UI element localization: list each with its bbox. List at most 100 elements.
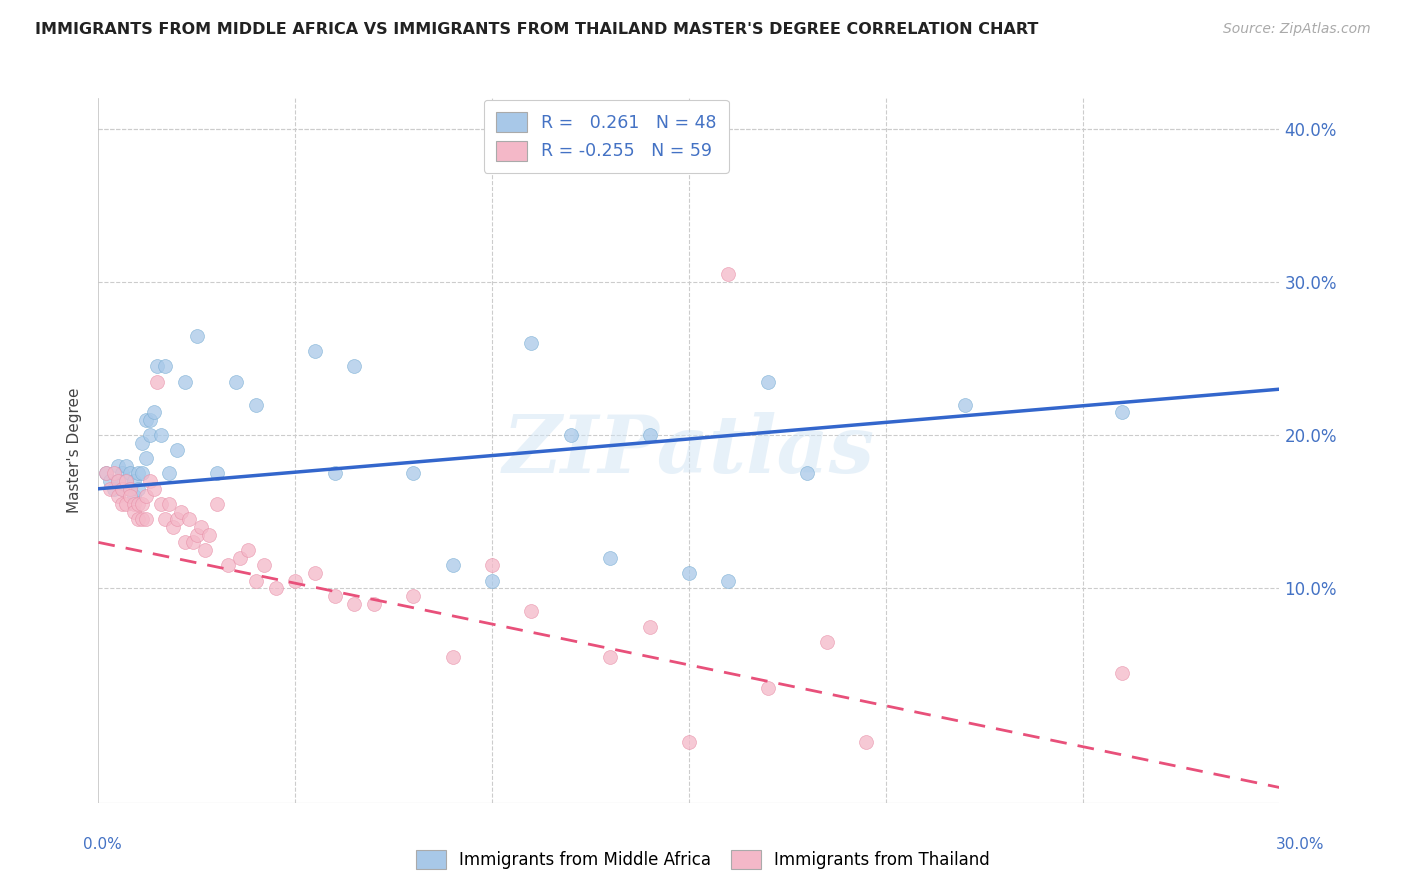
Point	[157, 467, 180, 481]
Point	[155, 359, 177, 374]
Point	[166, 512, 188, 526]
Point	[194, 543, 217, 558]
Point	[205, 467, 228, 481]
Point	[402, 467, 425, 481]
Point	[127, 482, 149, 496]
Point	[953, 397, 976, 411]
Point	[142, 405, 165, 419]
Point	[481, 574, 503, 588]
Point	[135, 451, 157, 466]
Point	[264, 582, 287, 596]
Point	[441, 650, 464, 665]
Point	[343, 597, 366, 611]
Point	[142, 482, 165, 496]
Point	[190, 520, 212, 534]
Point	[127, 497, 149, 511]
Point	[111, 482, 134, 496]
Point	[186, 527, 208, 541]
Point	[205, 497, 228, 511]
Point	[197, 527, 219, 541]
Point	[107, 458, 129, 473]
Point	[138, 413, 160, 427]
Point	[135, 512, 157, 526]
Point	[118, 482, 141, 496]
Point	[181, 535, 204, 549]
Point	[111, 497, 134, 511]
Y-axis label: Master's Degree: Master's Degree	[67, 388, 83, 513]
Point	[225, 375, 247, 389]
Point	[217, 558, 239, 573]
Point	[560, 428, 582, 442]
Point	[599, 550, 621, 565]
Point	[599, 650, 621, 665]
Point	[717, 574, 740, 588]
Point	[756, 681, 779, 695]
Point	[150, 497, 173, 511]
Point	[146, 359, 169, 374]
Point	[122, 497, 145, 511]
Point	[245, 397, 267, 411]
Point	[96, 467, 118, 481]
Point	[678, 566, 700, 580]
Point	[150, 428, 173, 442]
Text: Source: ZipAtlas.com: Source: ZipAtlas.com	[1223, 22, 1371, 37]
Point	[186, 328, 208, 343]
Legend: R =   0.261   N = 48, R = -0.255   N = 59: R = 0.261 N = 48, R = -0.255 N = 59	[484, 100, 728, 173]
Point	[115, 497, 138, 511]
Point	[98, 474, 121, 488]
Point	[96, 467, 118, 481]
Point	[115, 474, 138, 488]
Point	[111, 482, 134, 496]
Point	[304, 343, 326, 358]
Point	[678, 734, 700, 748]
Point	[131, 497, 153, 511]
Point	[638, 619, 661, 633]
Point	[236, 543, 259, 558]
Point	[103, 467, 125, 481]
Point	[177, 512, 200, 526]
Point	[118, 467, 141, 481]
Point	[98, 482, 121, 496]
Text: 30.0%: 30.0%	[1277, 838, 1324, 852]
Point	[115, 458, 138, 473]
Point	[815, 635, 838, 649]
Point	[402, 589, 425, 603]
Point	[122, 474, 145, 488]
Point	[155, 512, 177, 526]
Point	[115, 474, 138, 488]
Point	[131, 467, 153, 481]
Point	[304, 566, 326, 580]
Text: IMMIGRANTS FROM MIDDLE AFRICA VS IMMIGRANTS FROM THAILAND MASTER'S DEGREE CORREL: IMMIGRANTS FROM MIDDLE AFRICA VS IMMIGRA…	[35, 22, 1039, 37]
Point	[1111, 405, 1133, 419]
Point	[363, 597, 385, 611]
Point	[118, 490, 141, 504]
Point	[111, 467, 134, 481]
Point	[174, 375, 197, 389]
Point	[107, 474, 129, 488]
Point	[135, 413, 157, 427]
Point	[107, 474, 129, 488]
Point	[284, 574, 307, 588]
Point	[855, 734, 877, 748]
Point	[162, 520, 184, 534]
Point	[170, 505, 193, 519]
Point	[229, 550, 252, 565]
Point	[520, 604, 543, 618]
Point	[343, 359, 366, 374]
Point	[127, 467, 149, 481]
Legend: Immigrants from Middle Africa, Immigrants from Thailand: Immigrants from Middle Africa, Immigrant…	[406, 840, 1000, 880]
Text: ZIPatlas: ZIPatlas	[503, 412, 875, 489]
Point	[323, 589, 346, 603]
Point	[131, 435, 153, 450]
Point	[520, 336, 543, 351]
Point	[146, 375, 169, 389]
Point	[253, 558, 276, 573]
Point	[756, 375, 779, 389]
Point	[131, 512, 153, 526]
Point	[245, 574, 267, 588]
Point	[638, 428, 661, 442]
Point	[138, 474, 160, 488]
Point	[122, 505, 145, 519]
Point	[481, 558, 503, 573]
Point	[135, 490, 157, 504]
